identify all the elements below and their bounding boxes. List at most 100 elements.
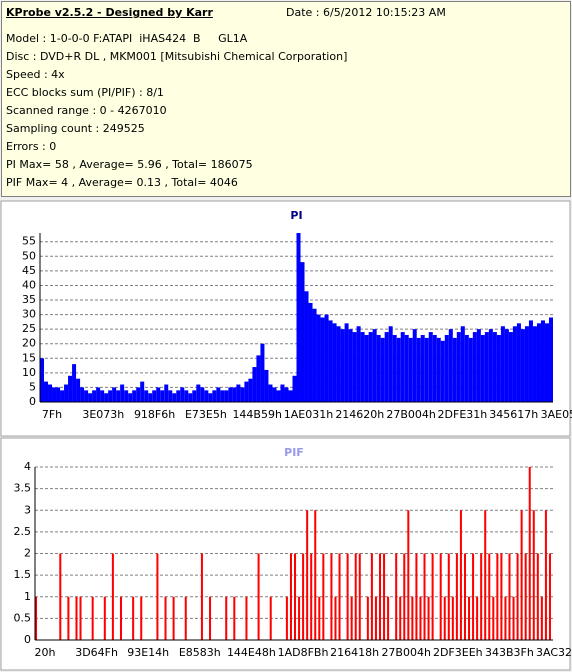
bar bbox=[172, 393, 177, 402]
y-tick-label: 0 bbox=[29, 395, 36, 408]
bar bbox=[472, 553, 475, 640]
bar bbox=[269, 596, 272, 640]
bar bbox=[132, 390, 137, 402]
y-tick-label: 50 bbox=[22, 249, 36, 262]
x-tick-label: E8583h bbox=[179, 646, 221, 659]
bar bbox=[306, 510, 309, 640]
bar bbox=[488, 553, 491, 640]
bar bbox=[35, 596, 38, 640]
bar bbox=[420, 334, 425, 402]
bar bbox=[368, 332, 373, 402]
bar bbox=[318, 596, 321, 640]
bar bbox=[224, 390, 229, 402]
bar bbox=[524, 326, 529, 402]
bar bbox=[248, 378, 253, 402]
bar bbox=[463, 553, 466, 640]
bar bbox=[423, 553, 426, 640]
bar bbox=[488, 329, 493, 402]
bar bbox=[116, 390, 121, 402]
bar bbox=[200, 553, 203, 640]
x-tick-label: 1AE031h bbox=[284, 408, 333, 421]
bar bbox=[276, 390, 281, 402]
y-tick-label: 3 bbox=[24, 503, 31, 516]
bar bbox=[360, 332, 365, 402]
bar bbox=[443, 596, 446, 640]
bar bbox=[232, 387, 237, 402]
bar bbox=[455, 553, 458, 640]
x-tick-label: 3D64Fh bbox=[75, 646, 118, 659]
x-tick-label: 7Fh bbox=[42, 408, 62, 421]
bar bbox=[233, 596, 236, 640]
bar bbox=[280, 384, 285, 402]
bar bbox=[40, 358, 45, 402]
bar bbox=[252, 367, 257, 402]
bar bbox=[124, 390, 129, 402]
bar bbox=[60, 390, 65, 402]
app-title: KProbe v2.5.2 - Designed by Karr bbox=[6, 6, 213, 19]
y-tick-label: 2.5 bbox=[14, 525, 32, 538]
bar bbox=[336, 326, 341, 402]
bar bbox=[344, 323, 349, 402]
chart-title: PI bbox=[290, 209, 302, 222]
y-tick-label: 1 bbox=[24, 590, 31, 603]
bar bbox=[292, 375, 297, 402]
x-tick-label: 93E14h bbox=[127, 646, 169, 659]
bar bbox=[432, 334, 437, 402]
chart-title: PIF bbox=[284, 446, 304, 459]
info-line: Disc : DVD+R DL , MKM001 [Mitsubishi Che… bbox=[6, 50, 348, 63]
x-tick-label: 343B3Fh bbox=[485, 646, 534, 659]
bar bbox=[532, 510, 535, 640]
bar bbox=[448, 329, 453, 402]
bar bbox=[456, 332, 461, 402]
bar bbox=[268, 384, 273, 402]
bar bbox=[324, 314, 329, 402]
bar bbox=[330, 553, 333, 640]
info-line: Model : 1-0-0-0 F:ATAPI iHAS424 B GL1A bbox=[6, 32, 248, 45]
bar bbox=[480, 553, 483, 640]
bar bbox=[544, 510, 547, 640]
bar bbox=[88, 393, 93, 402]
bar bbox=[52, 387, 57, 402]
bar bbox=[308, 302, 313, 402]
bar bbox=[140, 596, 143, 640]
y-tick-label: 4 bbox=[24, 460, 31, 473]
bar bbox=[144, 390, 149, 402]
y-tick-label: 10 bbox=[22, 366, 36, 379]
x-tick-label: 1AD8FBh bbox=[278, 646, 329, 659]
bar bbox=[56, 387, 61, 402]
bar bbox=[392, 334, 397, 402]
bar bbox=[472, 332, 477, 402]
bar bbox=[404, 334, 409, 402]
bar bbox=[245, 596, 248, 640]
bar bbox=[48, 384, 53, 402]
info-line: PIF Max= 4 , Average= 0.13 , Total= 4046 bbox=[6, 176, 238, 189]
info-line: Errors : 0 bbox=[6, 140, 57, 153]
bar bbox=[407, 510, 410, 640]
bar bbox=[156, 553, 159, 640]
x-tick-label: E73E5h bbox=[185, 408, 227, 421]
bar bbox=[476, 596, 479, 640]
x-tick-label: 144B59h bbox=[232, 408, 282, 421]
bar bbox=[284, 387, 289, 402]
bar bbox=[354, 553, 357, 640]
bar bbox=[322, 553, 325, 640]
y-tick-label: 1.5 bbox=[14, 568, 32, 581]
bar bbox=[524, 553, 527, 640]
y-tick-label: 0.5 bbox=[14, 611, 32, 624]
bar bbox=[72, 364, 77, 402]
info-line: Speed : 4x bbox=[6, 68, 65, 81]
bar bbox=[447, 553, 450, 640]
y-tick-label: 30 bbox=[22, 308, 36, 321]
info-line: PI Max= 58 , Average= 5.96 , Total= 1860… bbox=[6, 158, 253, 171]
bar bbox=[208, 393, 213, 402]
bar bbox=[112, 387, 117, 402]
bar bbox=[164, 384, 169, 402]
x-tick-label: 3E073h bbox=[82, 408, 124, 421]
bar bbox=[272, 387, 277, 402]
bar bbox=[384, 332, 389, 402]
x-tick-label: 214620h bbox=[335, 408, 384, 421]
bar bbox=[304, 291, 309, 402]
bar bbox=[480, 334, 485, 402]
bar bbox=[188, 393, 193, 402]
